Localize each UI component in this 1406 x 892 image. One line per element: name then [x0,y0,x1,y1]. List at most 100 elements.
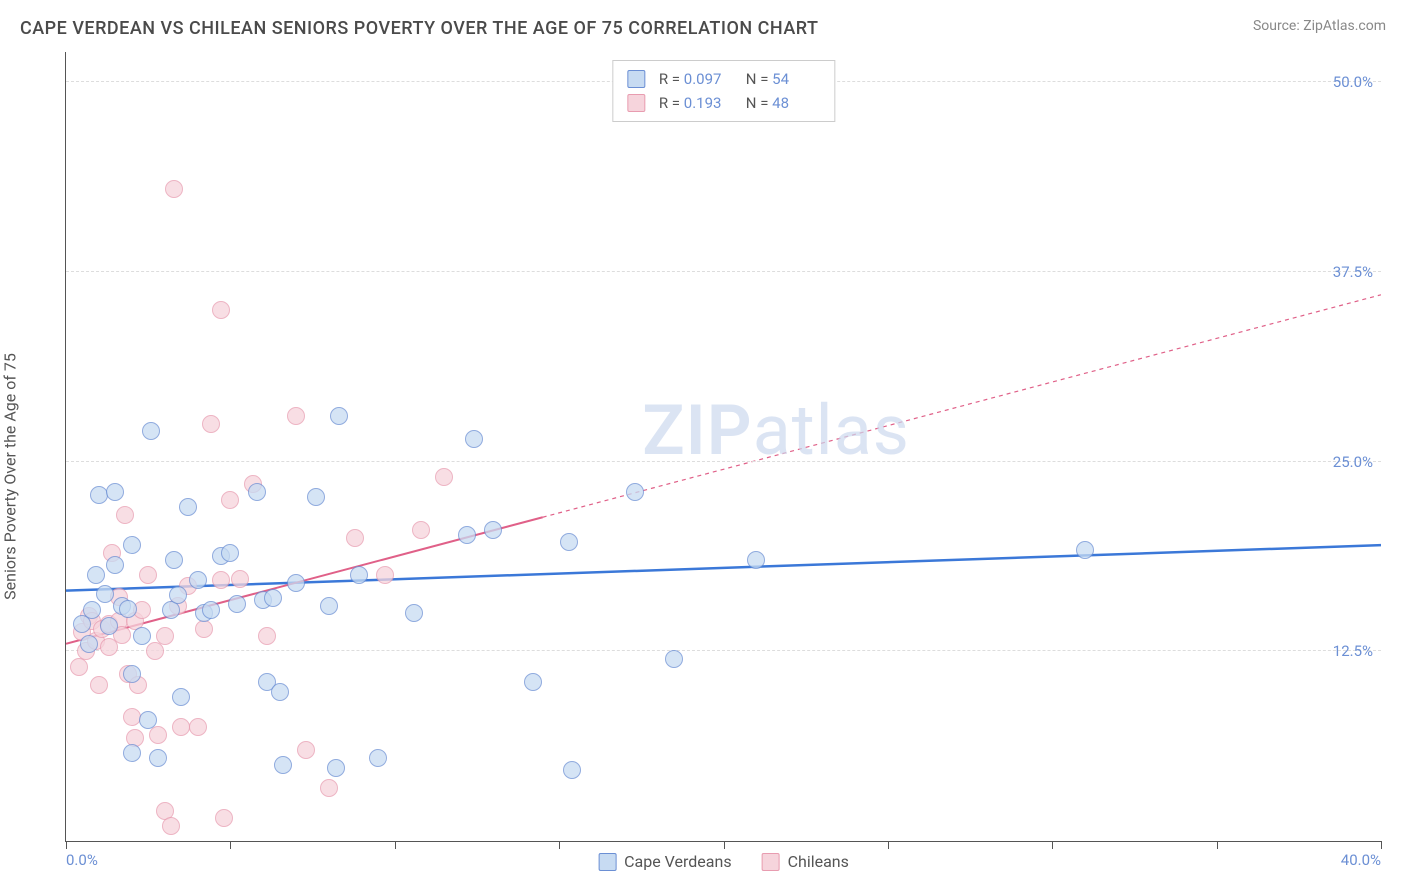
data-point [264,589,282,607]
r-value: 0.097 [684,67,732,91]
x-tick [724,841,725,849]
gridline [66,461,1381,462]
x-axis-max-label: 40.0% [1341,851,1381,869]
data-point [165,180,183,198]
y-tick-label: 25.0% [1333,453,1373,471]
data-point [139,566,157,584]
data-point [189,571,207,589]
swatch-pink-icon [627,94,645,112]
data-point [287,574,305,592]
r-label: R = [659,94,680,112]
x-tick [1381,841,1382,849]
n-label: N = [746,70,769,88]
swatch-blue-icon [598,853,616,871]
data-point [327,759,345,777]
n-label: N = [746,94,769,112]
data-point [149,726,167,744]
n-value: 48 [772,91,820,115]
data-point [287,407,305,425]
r-label: R = [659,70,680,88]
data-point [189,718,207,736]
chart-title: CAPE VERDEAN VS CHILEAN SENIORS POVERTY … [20,18,818,39]
x-tick [395,841,396,849]
watermark-bold: ZIP [642,390,752,472]
data-point [100,617,118,635]
legend-label: Cape Verdeans [624,852,731,871]
data-point [320,779,338,797]
n-value: 54 [772,67,820,91]
data-point [212,571,230,589]
legend-item-cape-verdeans: Cape Verdeans [598,852,731,871]
data-point [458,526,476,544]
legend-series: Cape Verdeans Chileans [598,852,849,871]
data-point [320,597,338,615]
data-point [165,551,183,569]
x-tick [888,841,889,849]
data-point [350,566,368,584]
data-point [172,688,190,706]
data-point [96,585,114,603]
data-point [221,544,239,562]
data-point [405,604,423,622]
swatch-pink-icon [762,853,780,871]
data-point [369,749,387,767]
data-point [231,570,249,588]
legend-stats-row-pink: R = 0.193 N = 48 [627,91,820,115]
data-point [119,600,137,618]
data-point [330,407,348,425]
data-point [465,430,483,448]
data-point [123,744,141,762]
x-tick [230,841,231,849]
x-tick [1217,841,1218,849]
data-point [106,483,124,501]
data-point [83,601,101,619]
swatch-blue-icon [627,70,645,88]
legend-item-chileans: Chileans [762,852,849,871]
gridline [66,271,1381,272]
data-point [626,483,644,501]
watermark: ZIPatlas [642,390,910,472]
data-point [524,673,542,691]
data-point [484,521,502,539]
data-point [123,708,141,726]
gridline [66,650,1381,651]
y-axis-label: Seniors Poverty Over the Age of 75 [1,353,20,600]
data-point [156,627,174,645]
data-point [123,665,141,683]
x-tick [559,841,560,849]
data-point [412,521,430,539]
legend-stats-row-blue: R = 0.097 N = 54 [627,67,820,91]
data-point [149,749,167,767]
plot-area: ZIPatlas R = 0.097 N = 54 R = 0.193 N = … [65,52,1381,842]
data-point [123,536,141,554]
source-prefix: Source: [1253,18,1303,34]
data-point [215,809,233,827]
source-link[interactable]: ZipAtlas.com [1303,18,1386,34]
data-point [146,642,164,660]
x-axis-min-label: 0.0% [66,851,98,869]
chart-container: Seniors Poverty Over the Age of 75 ZIPat… [20,52,1381,882]
data-point [162,817,180,835]
y-tick-label: 50.0% [1333,73,1373,91]
x-tick [66,841,67,849]
data-point [307,488,325,506]
data-point [665,650,683,668]
data-point [139,711,157,729]
data-point [106,556,124,574]
data-point [248,483,266,501]
data-point [221,491,239,509]
data-point [142,422,160,440]
data-point [90,486,108,504]
data-point [563,761,581,779]
data-point [435,468,453,486]
data-point [179,498,197,516]
data-point [228,595,246,613]
source-attribution: Source: ZipAtlas.com [1253,18,1386,34]
trend-lines-svg [66,52,1381,841]
data-point [172,718,190,736]
r-value: 0.193 [684,91,732,115]
x-tick [1052,841,1053,849]
data-point [212,301,230,319]
data-point [376,566,394,584]
data-point [116,506,134,524]
